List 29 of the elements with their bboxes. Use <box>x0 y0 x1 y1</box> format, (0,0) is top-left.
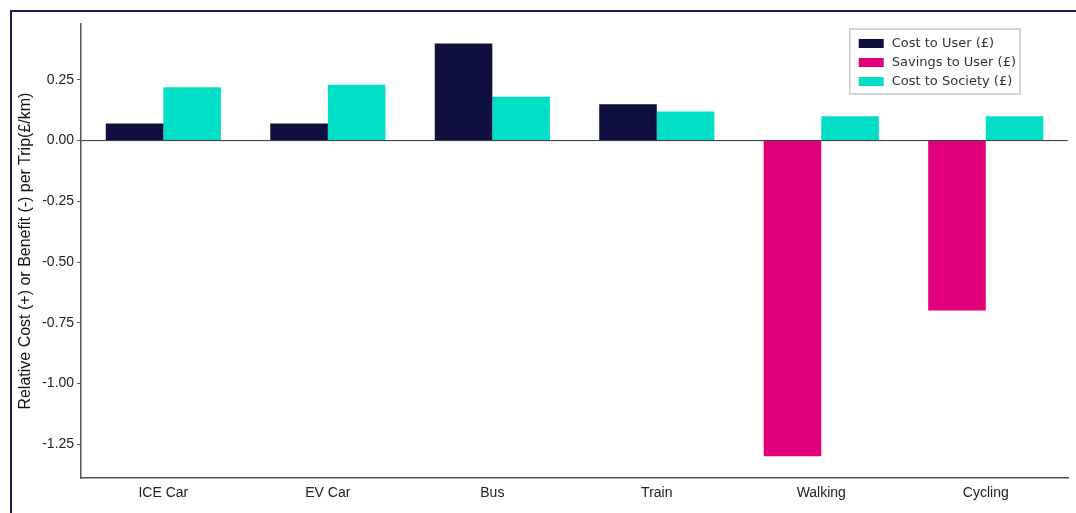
legend-label: Cost to Society (£) <box>891 73 1013 89</box>
x-tick-label: Walking <box>796 484 846 501</box>
y-tick-label: -1.25 <box>42 435 75 452</box>
y-tick-label: -0.25 <box>42 192 75 209</box>
bar <box>492 96 550 141</box>
bar <box>327 84 386 141</box>
bar <box>599 104 657 141</box>
legend-label: Cost to User (£) <box>891 35 995 51</box>
y-tick-label: 0.00 <box>46 131 75 148</box>
bar <box>985 116 1044 141</box>
x-tick-label: ICE Car <box>138 484 189 501</box>
bar <box>821 116 879 141</box>
legend-label: Savings to User (£) <box>891 54 1016 70</box>
x-tick-label: Cycling <box>962 484 1009 501</box>
y-tick-label: -0.75 <box>42 313 75 330</box>
y-tick-label: 0.25 <box>46 70 75 87</box>
x-tick-label: Train <box>641 484 673 501</box>
x-tick-label: Bus <box>480 484 505 501</box>
bar <box>163 87 221 141</box>
bar <box>434 43 493 141</box>
y-tick-label: -0.50 <box>42 252 75 269</box>
bar <box>763 141 822 457</box>
bar <box>928 141 986 311</box>
bar <box>105 123 164 141</box>
x-tick-label: EV Car <box>305 484 351 501</box>
y-axis-title: Relative Cost (+) or Benefit (-) per Trip(£/km) <box>16 92 34 410</box>
y-tick-label: -1.00 <box>42 374 75 391</box>
bar <box>656 111 715 141</box>
bar <box>270 123 328 141</box>
